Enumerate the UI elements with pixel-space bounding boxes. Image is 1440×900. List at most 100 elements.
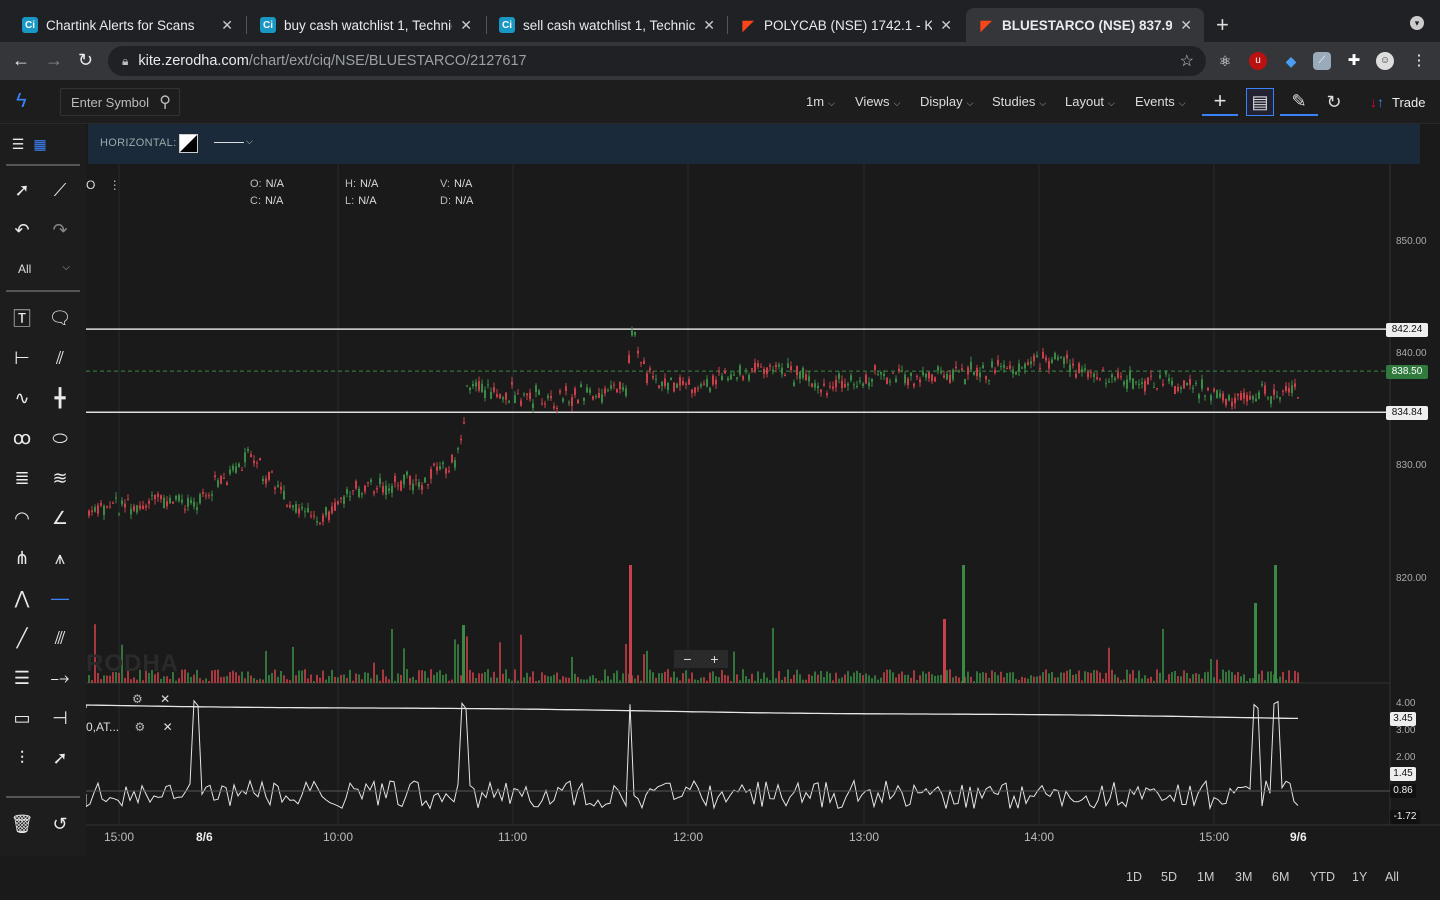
browser-tab[interactable]: Ci buy cash watchlist 1, Technical ✕ [248,8,484,42]
channel-icon[interactable]: ⫽ [55,347,65,368]
layout-menu[interactable]: Layout ⌵ [1065,94,1115,109]
callout-icon[interactable]: 🗨︎ [48,307,72,328]
candle-body [1207,388,1209,391]
price-chart-svg[interactable] [86,164,1440,856]
speed-lines-icon[interactable]: ⩚ [54,547,66,568]
candle-body [646,373,648,384]
horizontal-line-icon[interactable]: — [51,587,69,608]
ellipse-icon[interactable]: ⬭ [52,427,68,448]
react-devtools-icon[interactable]: ⚛ [1218,53,1232,69]
rectangle-icon[interactable]: ▭ [13,707,31,728]
symbol-search-input[interactable]: Enter Symbol ⚲ [60,88,180,116]
main-panel-label[interactable]: O ⋮ [86,178,121,192]
extension-image-icon[interactable]: ⟋ [1313,52,1331,70]
studies-menu[interactable]: Studies ⌵ [992,94,1046,109]
range-5d-button[interactable]: 5D [1161,870,1177,884]
browser-menu-icon[interactable]: ⋮ [1411,52,1427,69]
zoom-in-icon[interactable]: + [710,651,719,667]
volume-bar [502,673,504,683]
line-style-picker[interactable] [214,142,244,143]
fib-projection-icon[interactable]: ≋ [52,467,68,488]
comment-button[interactable]: ▤ [1246,88,1274,116]
chevron-down-icon[interactable]: ⌵ [246,136,253,146]
undo-icon[interactable]: ↶ [14,219,30,240]
close-icon[interactable]: ✕ [160,692,171,706]
range-6m-button[interactable]: 6M [1272,870,1290,884]
interval-menu[interactable]: 1m ⌵ [806,94,835,109]
range-ytd-button[interactable]: YTD [1310,870,1335,884]
events-menu[interactable]: Events ⌵ [1135,94,1186,109]
measure-line-icon[interactable]: ⊢ [14,347,30,368]
fib-arc-icon[interactable]: ◠ [14,507,30,528]
ray-icon[interactable]: ⤍ [50,667,70,688]
close-icon[interactable]: ✕ [1180,16,1192,33]
bookmark-star-icon[interactable]: ☆ [1179,53,1194,70]
candle-body [133,505,135,511]
browser-tab-active[interactable]: ◤ BLUESTARCO (NSE) 837.95 - K ✕ [966,8,1204,42]
close-icon[interactable]: ✕ [940,16,952,33]
browser-tab[interactable]: ◤ POLYCAB (NSE) 1742.1 - Kite C ✕ [728,8,964,42]
gear-icon[interactable]: ⚙ [134,720,146,734]
cursor-arrow-icon[interactable]: ➚ [14,179,30,200]
candle-body [307,507,309,513]
browser-tab[interactable]: Ci sell cash watchlist 1, Technical ✕ [487,8,727,42]
close-icon[interactable]: ✕ [162,720,173,734]
display-menu[interactable]: Display ⌵ [920,94,973,109]
draw-button[interactable]: ✎ [1280,88,1318,116]
reload-icon[interactable]: ↻ [78,50,94,70]
gear-icon[interactable]: ⚙ [132,692,143,706]
close-icon[interactable]: ✕ [221,16,233,33]
restore-icon[interactable]: ↺ [52,813,68,834]
regression-icon[interactable]: ⫶ [19,747,25,768]
wave-icon[interactable]: ∿ [14,387,30,408]
time-cycle-icon[interactable]: ⊣ [52,707,68,728]
tab-search-icon[interactable]: ▾ [1410,16,1424,30]
more-options-icon[interactable]: ⋮ [108,178,121,192]
profile-avatar[interactable]: ☺ [1376,52,1394,70]
arrow-icon[interactable]: ➚ [52,747,68,768]
forward-icon[interactable]: → [45,50,63,70]
pitchfork-icon[interactable]: ⋔ [14,547,30,568]
parallel-channel-icon[interactable]: ⫻ [54,627,66,648]
chevron-down-icon: ⌵ [1108,98,1115,108]
reset-button[interactable]: ↻ [1320,88,1348,116]
views-menu[interactable]: Views ⌵ [855,94,900,109]
trade-button[interactable]: ↓↑ Trade [1370,94,1425,110]
candle-body [226,482,228,485]
zoom-out-icon[interactable]: − [683,651,692,667]
fib-retracement-icon[interactable]: ≣ [14,467,30,488]
line-color-picker[interactable] [179,134,198,153]
list-view-icon[interactable]: ☰ [11,135,25,152]
redo-icon[interactable]: ↷ [52,219,68,240]
range-1m-button[interactable]: 1M [1197,870,1215,884]
range-1y-button[interactable]: 1Y [1352,870,1368,884]
crosshair-button[interactable]: + [1202,88,1238,116]
quadrant-lines-icon[interactable]: ☰ [13,667,31,688]
extensions-puzzle-icon[interactable]: ✚ [1347,52,1361,69]
tool-filter-select[interactable]: All ⌵ [18,262,70,276]
extension-diamond-icon[interactable]: ◆ [1285,53,1297,69]
text-tool-icon[interactable]: 🅃︎ [13,309,31,329]
line-segment-icon[interactable]: ╱ [16,627,28,648]
chart-area[interactable] [86,164,1440,856]
range-all-button[interactable]: All [1385,870,1399,884]
kite-logo-icon[interactable]: ϟ [16,90,27,112]
new-tab-icon[interactable]: + [1216,12,1229,37]
browser-tab[interactable]: Ci Chartink Alerts for Scans ✕ [10,8,245,42]
close-icon[interactable]: ✕ [460,16,472,33]
gann-fan-icon[interactable]: ∠ [51,507,69,528]
grid-view-icon[interactable]: ▦ [33,135,47,152]
range-3m-button[interactable]: 3M [1235,870,1253,884]
crossline-icon[interactable]: ╋ [54,387,66,408]
trash-icon[interactable]: 🗑︎ [10,813,34,834]
back-icon[interactable]: ← [12,50,30,70]
url-bar[interactable]: 🔒︎ kite.zerodha.com/chart/ext/ciq/NSE/BL… [108,46,1206,76]
ublock-icon[interactable]: u [1249,52,1267,70]
chevron-down-icon: ⌵ [62,262,70,273]
range-1d-button[interactable]: 1D [1126,870,1142,884]
ruler-icon[interactable]: ⟋ [53,179,67,200]
trend-angle-icon[interactable]: ⋀ [14,587,30,608]
freeform-icon[interactable]: ꝏ [12,427,32,448]
candle-body [493,387,495,392]
close-icon[interactable]: ✕ [703,16,715,33]
